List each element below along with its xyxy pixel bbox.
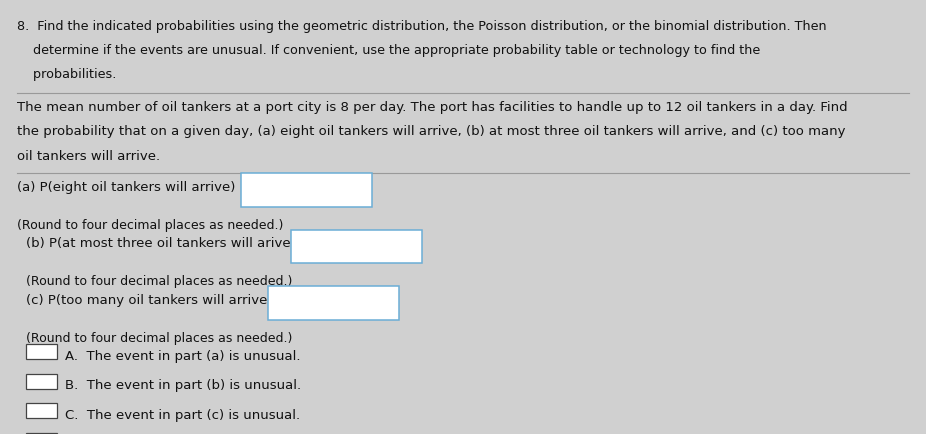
Text: The mean number of oil tankers at a port city is 8 per day. The port has facilit: The mean number of oil tankers at a port… xyxy=(17,101,847,114)
Text: probabilities.: probabilities. xyxy=(17,68,116,81)
FancyBboxPatch shape xyxy=(26,345,57,359)
FancyBboxPatch shape xyxy=(26,404,57,418)
FancyBboxPatch shape xyxy=(26,433,57,434)
Text: (Round to four decimal places as needed.): (Round to four decimal places as needed.… xyxy=(17,218,283,231)
FancyBboxPatch shape xyxy=(241,174,371,207)
Text: (a) P(eight oil tankers will arrive) =: (a) P(eight oil tankers will arrive) = xyxy=(17,180,250,193)
FancyBboxPatch shape xyxy=(292,230,422,264)
Text: A.  The event in part (a) is unusual.: A. The event in part (a) is unusual. xyxy=(65,349,300,362)
Text: (Round to four decimal places as needed.): (Round to four decimal places as needed.… xyxy=(26,275,293,288)
FancyBboxPatch shape xyxy=(268,286,398,320)
Text: (b) P(at most three oil tankers will arive) =: (b) P(at most three oil tankers will ari… xyxy=(26,237,311,250)
Text: B.  The event in part (b) is unusual.: B. The event in part (b) is unusual. xyxy=(65,378,301,391)
Text: determine if the events are unusual. If convenient, use the appropriate probabil: determine if the events are unusual. If … xyxy=(17,44,760,57)
Text: oil tankers will arrive.: oil tankers will arrive. xyxy=(17,149,160,162)
Text: C.  The event in part (c) is unusual.: C. The event in part (c) is unusual. xyxy=(65,408,300,421)
Text: the probability that on a given day, (a) eight oil tankers will arrive, (b) at m: the probability that on a given day, (a)… xyxy=(17,125,845,138)
Text: 8.  Find the indicated probabilities using the geometric distribution, the Poiss: 8. Find the indicated probabilities usin… xyxy=(17,20,826,33)
FancyBboxPatch shape xyxy=(26,374,57,389)
Text: (Round to four decimal places as needed.): (Round to four decimal places as needed.… xyxy=(26,331,293,344)
Text: (c) P(too many oil tankers will arrive) =: (c) P(too many oil tankers will arrive) … xyxy=(26,293,288,306)
